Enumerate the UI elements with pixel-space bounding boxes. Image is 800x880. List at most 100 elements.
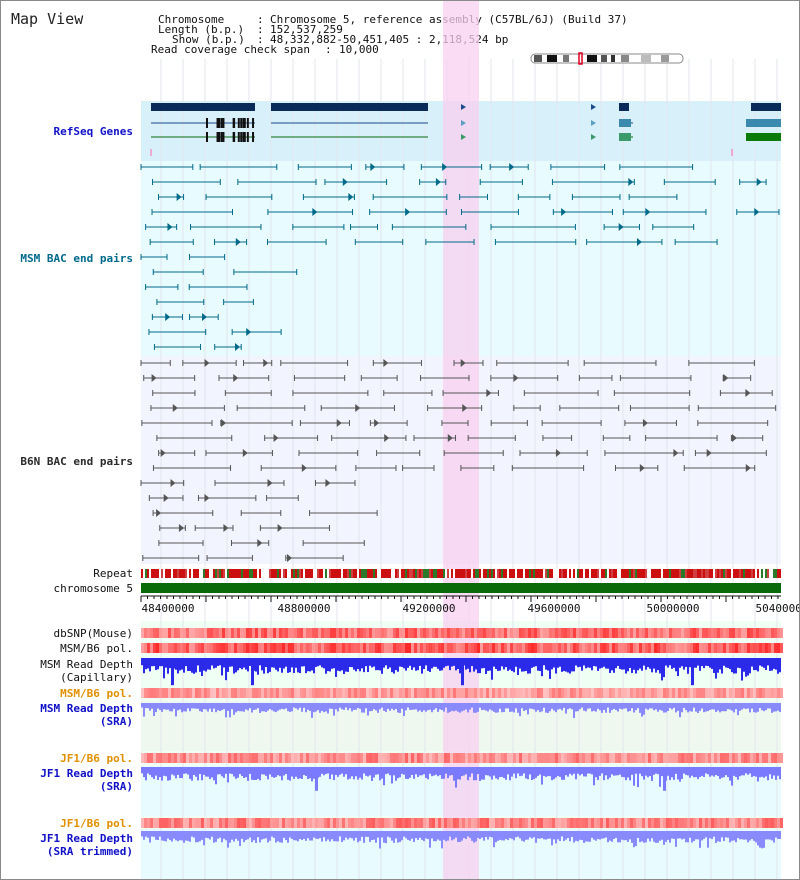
jf1-trimmed-depth-bar xyxy=(417,831,419,840)
msm-capillary-depth-bar xyxy=(663,658,665,678)
msm-sra-depth-bar xyxy=(291,703,293,712)
polymorphism-cell xyxy=(195,643,198,653)
repeat-segment xyxy=(705,569,707,578)
msm-capillary-depth-bar xyxy=(393,658,395,674)
jf1-sra-depth-bar xyxy=(457,767,459,780)
refseq-transcript xyxy=(619,133,631,141)
polymorphism-cell xyxy=(201,818,204,828)
jf1-trimmed-depth-bar xyxy=(471,831,473,841)
polymorphism-cell xyxy=(675,818,678,828)
jf1-trimmed-depth-bar xyxy=(593,831,595,840)
polymorphism-cell xyxy=(228,643,231,653)
polymorphism-cell xyxy=(624,643,627,653)
polymorphism-cell xyxy=(177,643,180,653)
jf1-sra-depth-bar xyxy=(473,767,475,781)
jf1-sra-depth-bar xyxy=(759,767,761,778)
polymorphism-cell xyxy=(705,688,708,698)
polymorphism-cell xyxy=(522,628,525,638)
jf1-sra-depth-bar xyxy=(585,767,587,777)
polymorphism-cell xyxy=(447,753,450,763)
polymorphism-cell xyxy=(411,628,414,638)
track-label-msm-depth-capillary[interactable]: MSM Read Depth xyxy=(40,658,133,671)
exon xyxy=(218,118,221,128)
polymorphism-cell xyxy=(729,643,732,653)
msm-sra-depth-bar xyxy=(215,703,217,713)
refseq-transcript xyxy=(746,133,781,141)
polymorphism-cell xyxy=(333,643,336,653)
jf1-trimmed-depth-bar xyxy=(737,831,739,839)
polymorphism-cell xyxy=(339,643,342,653)
msm-sra-depth-bar xyxy=(763,703,765,712)
polymorphism-cell xyxy=(270,818,273,828)
jf1-sra-depth-bar xyxy=(689,767,691,778)
polymorphism-cell xyxy=(642,628,645,638)
polymorphism-cell xyxy=(141,818,144,828)
track-label-msm-b6-pol-2[interactable]: MSM/B6 pol. xyxy=(60,687,133,700)
track-label-b6n-bac[interactable]: B6N BAC end pairs xyxy=(20,455,133,468)
polymorphism-cell xyxy=(348,818,351,828)
polymorphism-cell xyxy=(333,818,336,828)
jf1-trimmed-depth-bar xyxy=(679,831,681,839)
polymorphism-cell xyxy=(666,643,669,653)
track-label-msm-bac[interactable]: MSM BAC end pairs xyxy=(20,252,133,265)
track-label-msm-b6-pol[interactable]: MSM/B6 pol. xyxy=(60,642,133,655)
polymorphism-cell xyxy=(648,628,651,638)
msm-bac-pair-arrow xyxy=(442,163,448,171)
repeat-segment xyxy=(639,569,641,578)
jf1-sra-depth-bar xyxy=(341,767,343,774)
repeat-segment xyxy=(337,569,339,578)
polymorphism-cell xyxy=(735,753,738,763)
polymorphism-cell xyxy=(609,753,612,763)
polymorphism-cell xyxy=(210,628,213,638)
polymorphism-cell xyxy=(351,818,354,828)
repeat-segment xyxy=(475,569,477,578)
polymorphism-cell xyxy=(273,753,276,763)
repeat-segment xyxy=(165,569,167,578)
polymorphism-cell xyxy=(507,643,510,653)
jf1-trimmed-depth-bar xyxy=(495,831,497,843)
polymorphism-cell xyxy=(282,688,285,698)
track-label-jf1-b6-pol[interactable]: JF1/B6 pol. xyxy=(60,752,133,765)
track-label-refseq-genes[interactable]: RefSeq Genes xyxy=(53,125,133,138)
track-label-jf1-b6-pol-2[interactable]: JF1/B6 pol. xyxy=(60,817,133,830)
jf1-trimmed-depth-bar xyxy=(587,831,589,842)
polymorphism-cell xyxy=(306,643,309,653)
msm-capillary-depth-bar xyxy=(273,658,275,668)
track-label-jf1-depth-sra[interactable]: JF1 Read Depth xyxy=(40,767,133,780)
msm-sra-depth-bar xyxy=(243,703,245,712)
polymorphism-cell xyxy=(363,643,366,653)
polymorphism-cell xyxy=(231,688,234,698)
polymorphism-cell xyxy=(636,643,639,653)
msm-capillary-depth-bar xyxy=(279,658,281,668)
polymorphism-cell xyxy=(681,688,684,698)
msm-sra-depth-bar xyxy=(683,703,685,708)
polymorphism-cell xyxy=(753,753,756,763)
msm-sra-depth-bar xyxy=(247,703,249,711)
polymorphism-cell xyxy=(240,643,243,653)
repeat-segment xyxy=(215,569,217,578)
jf1-sra-depth-bar xyxy=(539,767,541,775)
polymorphism-cell xyxy=(186,818,189,828)
msm-capillary-depth-bar xyxy=(165,658,167,668)
track-label-dbsnp[interactable]: dbSNP(Mouse) xyxy=(53,627,133,640)
msm-capillary-depth-bar xyxy=(541,658,543,677)
polymorphism-cell xyxy=(297,818,300,828)
track-label-jf1-depth-trimmed[interactable]: JF1 Read Depth xyxy=(40,832,133,845)
jf1-sra-depth-bar xyxy=(699,767,701,778)
polymorphism-cell xyxy=(159,688,162,698)
msm-sra-depth-bar xyxy=(503,703,505,712)
polymorphism-cell xyxy=(249,643,252,653)
msm-capillary-depth-bar xyxy=(507,658,509,671)
polymorphism-cell xyxy=(594,628,597,638)
jf1-sra-depth-bar xyxy=(197,767,199,781)
msm-sra-depth-bar xyxy=(471,703,473,708)
track-label-msm-depth-sra[interactable]: MSM Read Depth xyxy=(40,702,133,715)
repeat-segment xyxy=(485,569,487,578)
jf1-sra-depth-bar xyxy=(443,767,445,779)
polymorphism-cell xyxy=(153,688,156,698)
polymorphism-cell xyxy=(552,688,555,698)
repeat-segment xyxy=(295,569,297,578)
polymorphism-cell xyxy=(234,753,237,763)
b6n-bac-pair-arrow xyxy=(221,419,227,427)
